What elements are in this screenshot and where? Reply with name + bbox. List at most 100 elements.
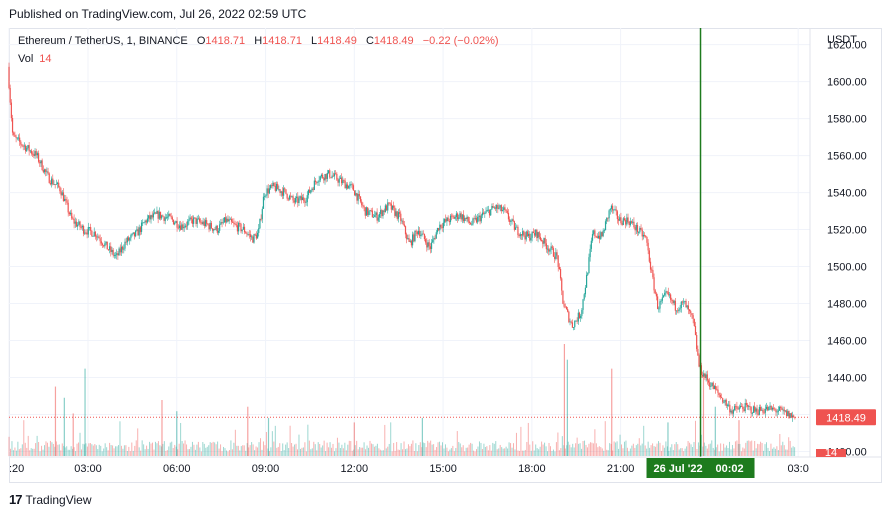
candle-body <box>578 312 581 319</box>
volume-bar <box>373 446 375 456</box>
volume-bar <box>399 449 401 456</box>
candle-body <box>529 233 531 241</box>
published-note: Published on TradingView.com, Jul 26, 20… <box>9 7 307 21</box>
volume-bar <box>30 448 32 456</box>
close-value: 1418.49 <box>373 35 414 47</box>
volume-bar <box>527 422 529 456</box>
volume-bar <box>38 442 40 456</box>
candle-body <box>537 232 539 239</box>
candle-body <box>389 202 391 204</box>
candle-body <box>520 234 523 236</box>
candle-body <box>51 178 53 185</box>
candle-body <box>596 236 598 239</box>
volume-bar <box>390 422 392 456</box>
volume-bar <box>492 442 494 456</box>
candle-body <box>505 209 507 211</box>
candle-body <box>248 234 250 235</box>
volume-bar <box>144 449 146 456</box>
volume-bar <box>122 448 124 456</box>
candle-body <box>277 183 279 190</box>
candle-body <box>189 217 191 220</box>
volume-bar <box>657 441 659 456</box>
candle-body <box>500 205 502 212</box>
candle-body <box>527 233 530 237</box>
candle-body <box>39 161 41 164</box>
candle-body <box>368 211 370 215</box>
candle-body <box>657 296 659 309</box>
volume-bar <box>499 444 501 456</box>
volume-bar <box>449 449 451 456</box>
candle-body <box>597 235 600 239</box>
candle-body <box>412 234 414 246</box>
candle-body <box>659 301 661 309</box>
volume-bar <box>652 443 654 456</box>
volume-bar <box>225 450 227 456</box>
volume-bar <box>603 450 605 456</box>
candle-body <box>331 175 333 178</box>
candle-body <box>232 221 234 223</box>
candle-body <box>222 222 224 224</box>
volume-spike <box>54 386 57 456</box>
ohlc-legend[interactable]: Ethereum / TetherUS, 1, BINANCE O1418.71… <box>18 35 499 47</box>
volume-bar <box>363 442 365 456</box>
candle-body <box>685 300 687 308</box>
candle-body <box>211 228 214 231</box>
candle-body <box>312 188 314 190</box>
volume-bar <box>370 443 372 456</box>
volume-bar <box>520 426 522 456</box>
candle-body <box>627 217 629 222</box>
volume-bar <box>592 443 594 456</box>
candle-body <box>456 213 459 220</box>
candle-body <box>703 373 705 377</box>
candle-body <box>640 227 642 230</box>
candle-body <box>370 210 372 211</box>
price-tick-label: 1600.00 <box>827 77 867 89</box>
volume-bar <box>369 440 371 456</box>
candle-body <box>730 410 732 413</box>
candle-body <box>372 217 375 218</box>
candle-body <box>32 153 34 155</box>
candle-body <box>415 230 417 232</box>
candle-body <box>430 242 433 249</box>
volume-bar <box>252 444 254 456</box>
candle-body <box>496 205 498 209</box>
candle-body <box>710 385 712 387</box>
candle-body <box>99 238 101 242</box>
candle-body <box>700 365 703 375</box>
candle-body <box>780 406 782 408</box>
volume-bar <box>391 451 393 456</box>
volume-bar <box>549 446 551 456</box>
symbol-title[interactable]: Ethereum / TetherUS, 1, BINANCE <box>18 35 188 47</box>
volume-bar <box>766 442 768 456</box>
volume-bar <box>456 431 458 456</box>
candle-body <box>426 242 428 248</box>
volume-bar <box>262 441 264 456</box>
candle-body <box>723 401 725 403</box>
volume-bar <box>165 450 167 456</box>
footer-brand[interactable]: 17 TradingView <box>9 492 92 507</box>
volume-bar <box>403 441 405 456</box>
volume-bar <box>541 441 543 456</box>
candle-body <box>599 235 601 240</box>
candle-body <box>190 217 192 220</box>
volume-bar <box>601 448 603 456</box>
volume-bar <box>109 442 111 456</box>
volume-legend[interactable]: Vol 14 <box>18 53 52 65</box>
volume-bar <box>24 442 26 456</box>
candle-body <box>587 273 589 275</box>
candle-body <box>221 222 223 224</box>
candle-body <box>616 211 618 220</box>
volume-bar <box>564 448 566 456</box>
candle-body <box>629 221 631 226</box>
volume-bar <box>647 441 649 456</box>
volume-bar <box>212 441 214 456</box>
candle-body <box>385 205 388 211</box>
candle-body <box>265 195 267 197</box>
candle-body <box>188 219 190 222</box>
candle-body <box>286 193 288 199</box>
volume-bar <box>202 442 204 456</box>
candle-body <box>413 234 415 242</box>
candle-body <box>152 213 154 218</box>
candle-body <box>74 221 76 224</box>
